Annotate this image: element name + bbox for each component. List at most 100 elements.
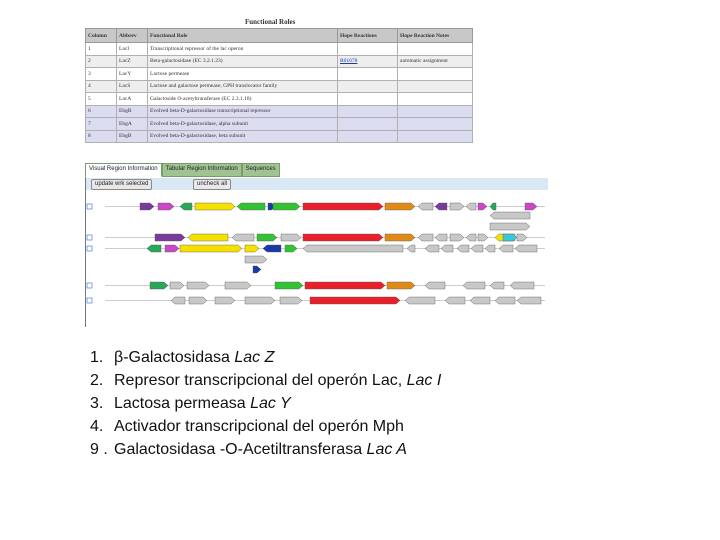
gene-arrow-t3-g11[interactable]	[456, 244, 470, 253]
gene-arrow-t3-g2[interactable]	[164, 244, 180, 253]
header-functional-role[interactable]: Functional Role	[147, 28, 338, 43]
gene-arrow-t3-g8[interactable]	[406, 244, 416, 253]
region-checkbox-3[interactable]	[86, 245, 93, 252]
cell-notes	[397, 117, 473, 131]
region-checkbox-4[interactable]	[86, 282, 93, 289]
header-column[interactable]: Column	[85, 28, 117, 43]
gene-arrow-t1-g16[interactable]	[524, 202, 538, 211]
tab-sequences[interactable]: Sequences	[241, 163, 280, 177]
gene-arrow-t4-g2[interactable]	[169, 281, 185, 290]
gene-arrow-t3-g4[interactable]	[244, 244, 260, 253]
gene-arrow-t2-g12[interactable]	[477, 233, 489, 242]
gene-legend: 1. β-Galactosidasa Lac Z 2. Represor trans…	[90, 346, 441, 461]
gene-arrow-t1-g15[interactable]	[489, 202, 497, 211]
gene-arrow-extra-1[interactable]	[489, 211, 531, 220]
gene-arrow-t1-g7[interactable]	[272, 202, 301, 211]
gene-arrow-t4-g3[interactable]	[186, 281, 210, 290]
uncheck-all-button[interactable]: uncheck all	[193, 179, 232, 190]
header-hope-reactions[interactable]: Hope Reactions	[337, 28, 398, 43]
cell-abbrev: LacS	[116, 79, 148, 93]
gene-arrow-t1-g3[interactable]	[179, 202, 193, 211]
gene-arrow-t3-g15[interactable]	[514, 244, 538, 253]
update-selected-button[interactable]: update wrk selected	[91, 179, 153, 190]
region-checkbox-5[interactable]	[86, 297, 93, 304]
table-row: 8 EbgB Evolved beta-D-galactosidase, beta …	[85, 129, 473, 143]
gene-arrow-t1-g4[interactable]	[194, 202, 236, 211]
gene-arrow-t1-g11[interactable]	[434, 202, 448, 211]
gene-arrow-t4-g6[interactable]	[304, 281, 386, 290]
gene-arrow-extra-3[interactable]	[502, 233, 518, 242]
cell-abbrev: EbgA	[116, 117, 148, 131]
gene-arrow-t2-g6[interactable]	[302, 233, 384, 242]
gene-arrow-t5-g5[interactable]	[279, 296, 303, 305]
gene-arrow-t5-g1[interactable]	[170, 296, 186, 305]
table-header-row: Column Abbrev Functional Role Hope React…	[85, 28, 473, 43]
gene-arrow-t1-g12[interactable]	[449, 202, 465, 211]
gene-arrow-t5-g8[interactable]	[444, 296, 466, 305]
gene-arrow-t2-g1[interactable]	[154, 233, 186, 242]
gene-arrow-t2-g8[interactable]	[417, 233, 434, 242]
cell-role: Lactose permease	[147, 67, 338, 81]
gene-arrow-t1-g1[interactable]	[139, 202, 155, 211]
gene-arrow-t2-g10[interactable]	[449, 233, 465, 242]
gene-arrow-t2-g7[interactable]	[384, 233, 416, 242]
gene-arrow-t4-g1[interactable]	[149, 281, 169, 290]
gene-arrow-t1-g5[interactable]	[236, 202, 266, 211]
gene-arrow-t2-g2[interactable]	[187, 233, 229, 242]
gene-arrow-t2-g5[interactable]	[280, 233, 302, 242]
cell-notes: automatic assignment	[397, 54, 473, 68]
header-abbrev[interactable]: Abbrev	[116, 28, 148, 43]
gene-arrow-t4-g7[interactable]	[386, 281, 416, 290]
gene-arrow-t1-g2[interactable]	[157, 202, 175, 211]
gene-arrow-t5-g3[interactable]	[214, 296, 236, 305]
gene-arrow-t5-g6[interactable]	[309, 296, 401, 305]
gene-arrow-t1-g8[interactable]	[302, 202, 384, 211]
gene-arrow-t3-g10[interactable]	[440, 244, 454, 253]
gene-arrow-t4-g11[interactable]	[509, 281, 535, 290]
tab-visual-region[interactable]: Visual Region Information	[85, 163, 162, 177]
functional-roles-title: Functional Roles	[245, 18, 296, 26]
gene-arrow-t3-g9[interactable]	[424, 244, 440, 253]
gene-arrow-t3-g3[interactable]	[179, 244, 243, 253]
gene-arrow-t1-g13[interactable]	[465, 202, 477, 211]
gene-arrow-extra-5[interactable]	[244, 255, 268, 264]
table-row: 1 LacI Transcriptional repressor of the la…	[85, 42, 473, 56]
region-checkbox-2[interactable]	[86, 234, 93, 241]
gene-arrow-t2-g9[interactable]	[434, 233, 448, 242]
gene-arrow-t3-g7[interactable]	[302, 244, 404, 253]
tab-tabular-region[interactable]: Tabular Region Information	[161, 163, 242, 177]
reaction-link[interactable]: R01678	[340, 58, 358, 65]
gene-arrow-t2-g4[interactable]	[256, 233, 278, 242]
gene-arrow-t5-g10[interactable]	[494, 296, 516, 305]
gene-arrow-t2-g3[interactable]	[231, 233, 255, 242]
cell-notes	[397, 92, 473, 106]
gene-arrow-t4-g5[interactable]	[274, 281, 304, 290]
region-checkbox-1[interactable]	[86, 203, 93, 210]
header-hope-reaction-notes[interactable]: Hope Reaction Notes	[397, 28, 473, 43]
gene-arrow-t3-g5[interactable]	[262, 244, 282, 253]
gene-arrow-t2-g14[interactable]	[516, 233, 528, 242]
gene-arrow-extra-4[interactable]	[252, 265, 262, 274]
gene-arrow-t5-g4[interactable]	[244, 296, 276, 305]
gene-arrow-t3-g12[interactable]	[470, 244, 484, 253]
gene-arrow-t3-g14[interactable]	[498, 244, 514, 253]
gene-arrow-t4-g9[interactable]	[462, 281, 486, 290]
gene-arrow-t5-g9[interactable]	[469, 296, 491, 305]
gene-arrow-t3-g6[interactable]	[284, 244, 298, 253]
cell-role: Lactose and galactose permease, GPH tran…	[147, 79, 338, 93]
table-row: 3 LacY Lactose permease	[85, 67, 473, 81]
gene-arrow-extra-2[interactable]	[489, 222, 531, 231]
gene-arrow-t5-g11[interactable]	[516, 296, 542, 305]
gene-arrow-t5-g7[interactable]	[404, 296, 436, 305]
gene-arrow-t4-g4[interactable]	[224, 281, 252, 290]
gene-arrow-t2-g11[interactable]	[465, 233, 477, 242]
legend-item-4: 4. Activador transcripcional del operón M…	[90, 418, 404, 435]
gene-arrow-t4-g10[interactable]	[489, 281, 505, 290]
gene-arrow-t5-g2[interactable]	[188, 296, 208, 305]
gene-arrow-t3-g13[interactable]	[484, 244, 496, 253]
gene-arrow-t1-g9[interactable]	[384, 202, 416, 211]
gene-arrow-t4-g8[interactable]	[424, 281, 446, 290]
gene-arrow-t3-g1[interactable]	[146, 244, 162, 253]
gene-arrow-t1-g10[interactable]	[417, 202, 434, 211]
gene-arrow-t1-g14[interactable]	[477, 202, 488, 211]
